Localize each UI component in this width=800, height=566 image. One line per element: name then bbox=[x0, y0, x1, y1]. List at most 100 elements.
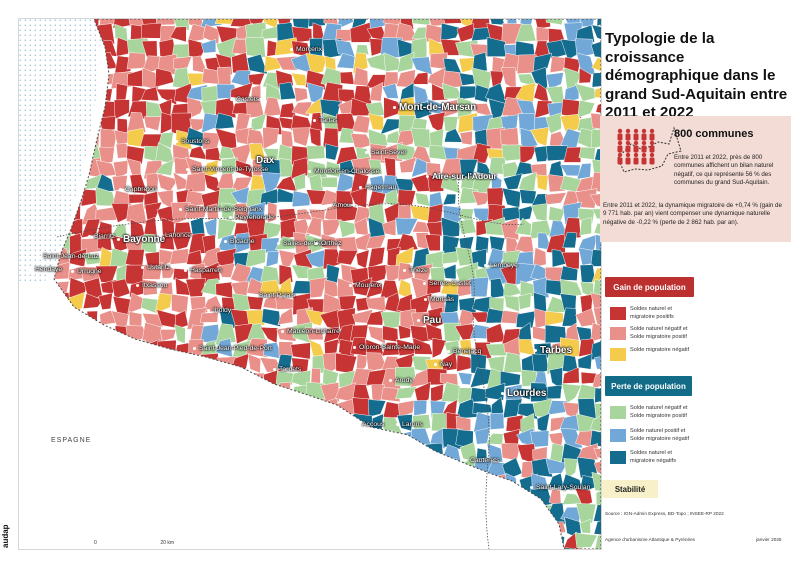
commune-polygon bbox=[98, 292, 113, 310]
commune-polygon bbox=[590, 249, 601, 267]
commune-polygon bbox=[574, 83, 597, 102]
commune-polygon bbox=[305, 309, 326, 326]
commune-polygon bbox=[115, 37, 131, 57]
commune-polygon bbox=[169, 248, 189, 265]
commune-polygon bbox=[472, 51, 488, 72]
city-label: Morlaàs bbox=[424, 296, 454, 304]
city-label: Hasparren bbox=[184, 267, 222, 275]
city-label: Serres-Castet bbox=[423, 280, 471, 288]
person-icon-body bbox=[649, 157, 655, 165]
commune-polygon bbox=[128, 194, 146, 204]
commune-polygon bbox=[440, 216, 461, 239]
person-icon-body bbox=[617, 157, 623, 165]
commune-polygon bbox=[594, 84, 601, 100]
commune-polygon bbox=[577, 353, 593, 370]
commune-polygon bbox=[205, 147, 222, 162]
ocean-dot-pattern bbox=[19, 19, 102, 281]
commune-polygon bbox=[546, 384, 563, 400]
commune-polygon bbox=[563, 146, 581, 163]
commune-polygon bbox=[532, 247, 547, 268]
city-label: Lembeye bbox=[484, 262, 518, 270]
commune-polygon bbox=[278, 249, 297, 267]
commune-polygon bbox=[336, 249, 359, 266]
commune-polygon bbox=[215, 323, 237, 346]
city-label: Tarbes bbox=[534, 346, 572, 356]
person-icon-head bbox=[649, 140, 655, 146]
commune-polygon bbox=[590, 37, 601, 59]
commune-polygon bbox=[592, 278, 601, 298]
city-label: Saint-Jean-Pied-de-Port bbox=[193, 345, 272, 353]
commune-summary-box: 800 communes Entre 2011 et 2022, près de… bbox=[600, 116, 791, 242]
city-label: Nay bbox=[434, 361, 452, 369]
commune-polygon bbox=[114, 55, 133, 75]
legend-gain-item-3-line-1: Solde migratoire négatif bbox=[630, 347, 690, 353]
city-label: Laruns bbox=[396, 421, 423, 429]
person-icon-head bbox=[617, 128, 623, 134]
commune-polygon bbox=[379, 280, 400, 299]
commune-polygon bbox=[382, 219, 397, 236]
legend-swatch-red bbox=[610, 307, 626, 320]
commune-polygon bbox=[140, 86, 160, 102]
commune-polygon bbox=[440, 38, 461, 56]
person-icon-head bbox=[625, 128, 631, 134]
commune-polygon bbox=[339, 71, 355, 85]
commune-polygon bbox=[574, 532, 598, 549]
commune-polygon bbox=[355, 296, 371, 312]
person-icon-body bbox=[633, 145, 639, 153]
commune-polygon bbox=[290, 342, 311, 360]
city-label: Hagetmau bbox=[359, 184, 396, 192]
commune-polygon bbox=[594, 403, 601, 420]
legend-loss-item-3-line-1: Soldes naturel et bbox=[630, 450, 672, 456]
city-label: Itxassou bbox=[136, 282, 167, 290]
commune-polygon bbox=[397, 51, 415, 73]
city-label: Peyrehorade bbox=[229, 214, 274, 222]
agency-credit: Agence d'urbanisme Atlantique & Pyrénées bbox=[605, 537, 696, 542]
city-label: Aire-sur-l'Adour bbox=[426, 172, 497, 181]
commune-polygon bbox=[413, 400, 428, 416]
person-icon-head bbox=[633, 152, 639, 158]
commune-polygon bbox=[171, 293, 189, 315]
commune-polygon bbox=[469, 276, 489, 298]
city-label: Biarritz bbox=[88, 233, 115, 241]
commune-polygon bbox=[397, 399, 416, 418]
city-label: Capbreton bbox=[119, 186, 157, 194]
commune-polygon bbox=[309, 277, 328, 299]
city-label: Saint-Martin-de-Seignanx bbox=[179, 206, 262, 214]
commune-polygon bbox=[519, 146, 538, 166]
commune-polygon bbox=[593, 516, 601, 536]
commune-polygon bbox=[565, 547, 580, 549]
city-label: Salies-de-Béarn bbox=[277, 240, 332, 248]
commune-polygon bbox=[184, 171, 207, 193]
person-icon-head bbox=[641, 140, 647, 146]
commune-polygon bbox=[471, 142, 492, 164]
commune-polygon bbox=[308, 19, 326, 27]
commune-polygon bbox=[560, 265, 579, 281]
commune-polygon bbox=[291, 127, 311, 147]
commune-polygon bbox=[326, 263, 340, 284]
person-icon-body bbox=[633, 157, 639, 165]
city-label: Soustons bbox=[175, 138, 209, 146]
commune-polygon bbox=[562, 231, 578, 249]
person-icon-head bbox=[649, 152, 655, 158]
commune-polygon bbox=[141, 22, 162, 39]
commune-polygon bbox=[592, 208, 601, 220]
legend-loss-header: Perte de population bbox=[605, 376, 692, 396]
city-label: Saint-Palais bbox=[253, 292, 295, 300]
commune-polygon bbox=[250, 113, 267, 132]
commune-polygon bbox=[514, 236, 535, 255]
legend-gain-item-1-line-1: Soldes naturel et bbox=[630, 306, 672, 312]
commune-polygon bbox=[503, 352, 522, 373]
commune-polygon bbox=[154, 292, 173, 314]
commune-polygon bbox=[490, 70, 505, 91]
commune-polygon bbox=[561, 98, 582, 119]
city-label: Thèze bbox=[403, 267, 428, 275]
commune-polygon bbox=[262, 221, 283, 241]
commune-polygon bbox=[187, 97, 206, 120]
commune-polygon bbox=[536, 174, 549, 192]
commune-polygon bbox=[112, 160, 129, 180]
commune-polygon bbox=[277, 307, 294, 326]
commune-polygon bbox=[593, 458, 601, 475]
commune-polygon bbox=[425, 221, 443, 238]
commune-polygon bbox=[593, 307, 601, 331]
legend-loss-item-1-line-2: Solde migratoire positif bbox=[630, 412, 687, 419]
